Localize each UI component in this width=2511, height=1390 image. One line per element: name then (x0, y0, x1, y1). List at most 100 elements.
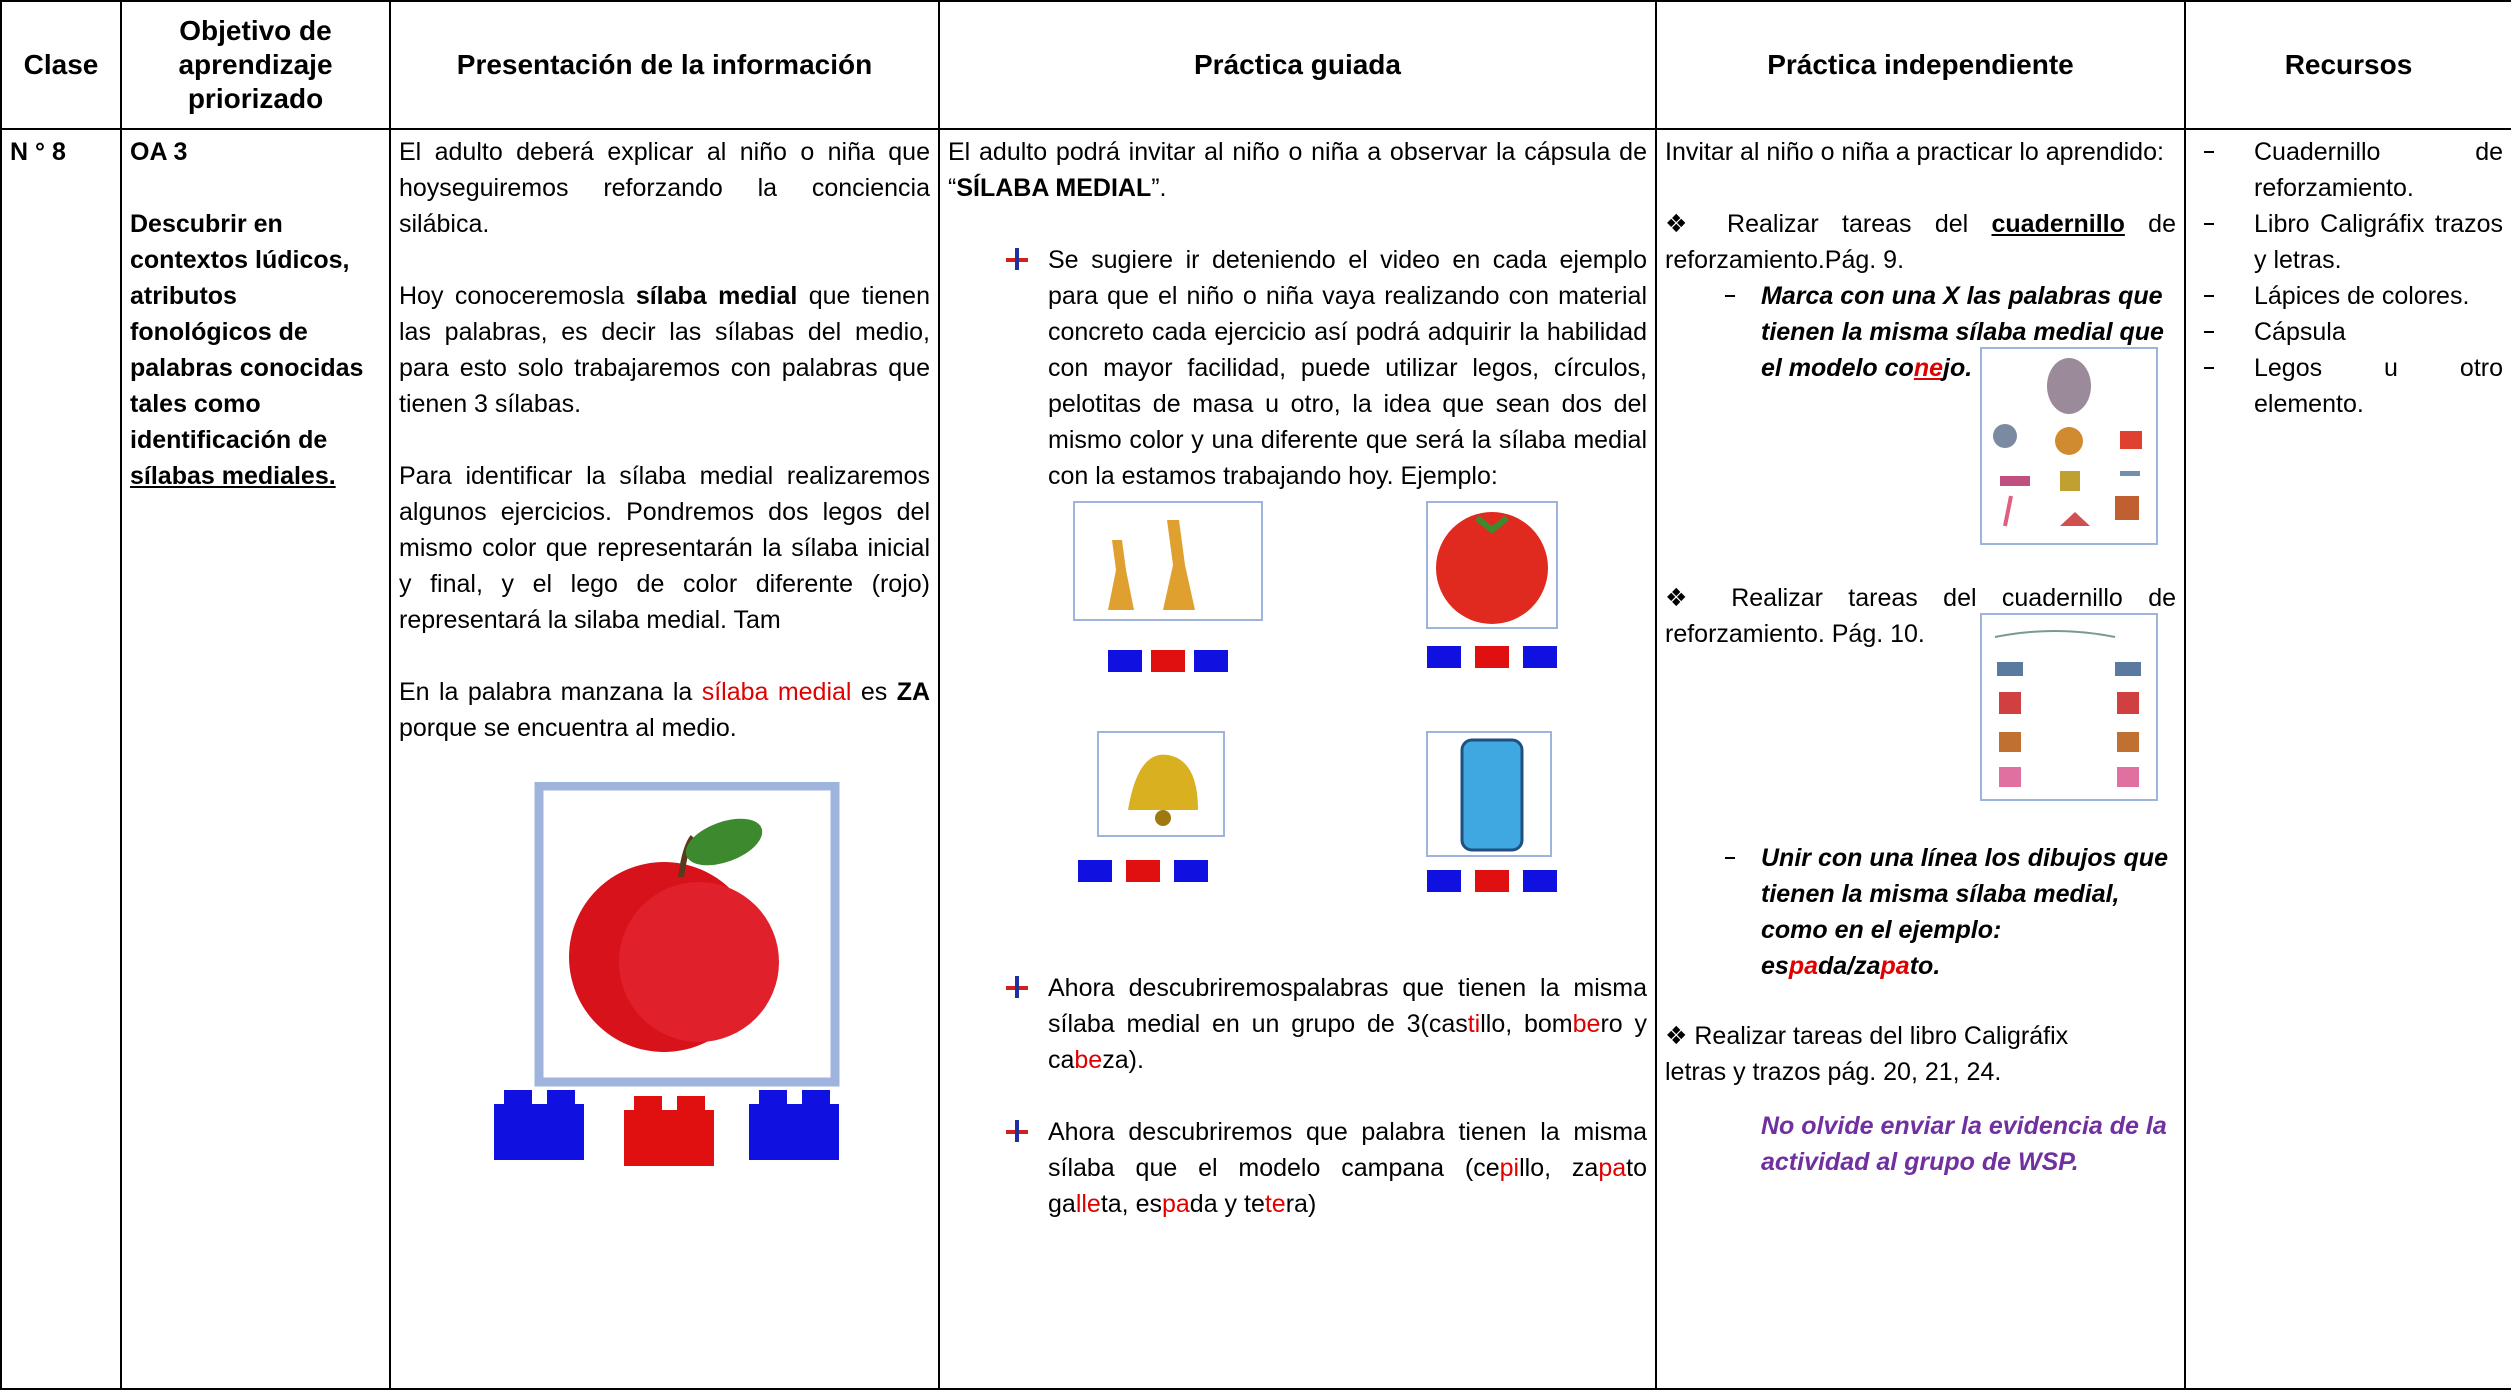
text-run: da y te (1189, 1190, 1265, 1218)
text-run: llo, bom (1480, 1010, 1573, 1038)
paragraph: Para identificar la sílaba medial realiz… (399, 458, 930, 638)
text-run: Hoy conoceremosla (399, 282, 636, 310)
text-run: pa (1161, 1190, 1190, 1218)
paragraph: Invitar al niño o niña a practicar lo ap… (1665, 134, 2176, 170)
bullet-item: Se sugiere ir deteniendo el video en cad… (948, 242, 1647, 494)
text-run: da/za (1818, 952, 1881, 980)
text-run: to ga (1048, 1154, 1647, 1218)
header-cell: Clase (0, 0, 122, 130)
objective-text: Descubrir en contextos lúdicos, atributo… (130, 206, 381, 494)
text-run: SÍLABA MEDIAL (956, 174, 1152, 202)
phone-image (1426, 731, 1558, 892)
header-cell: Objetivo de aprendizaje priorizado (120, 0, 391, 130)
text-run: OA 3 (130, 138, 188, 166)
text-run: ti (1467, 1010, 1481, 1038)
text-run: ro y ca (1048, 1010, 1647, 1074)
text-run: ❖ Realizar tareas del cuadernillo de ref… (1665, 584, 2176, 648)
text-run: ❖ Realizar tareas del (1665, 210, 1992, 238)
text-run: jo. (1943, 354, 1973, 382)
text-run: Cápsula (2254, 318, 2346, 346)
bullet-marker (1006, 1120, 1028, 1142)
body-row: N ° 8 OA 3 Descubrir en contextos lúdico… (0, 128, 2511, 1390)
giraffe-image (1072, 501, 1263, 672)
text-run: de reforzamiento.Pág. 9. (1665, 210, 2176, 274)
objective-code: OA 3 (130, 134, 381, 170)
example-images (1008, 500, 1647, 910)
tomato-image (1426, 501, 1559, 668)
text-run: Para identificar la sílaba medial realiz… (399, 462, 930, 634)
header-cell: Práctica independiente (1655, 0, 2186, 130)
guided-practice-cell: El adulto podrá invitar al niño o niña a… (938, 128, 1657, 1390)
worksheet-image-2 (1980, 613, 2158, 801)
text-run: Libro Caligráfix trazos y letras. (2254, 210, 2503, 274)
paragraph: ❖ Realizar tareas del cuadernillo de ref… (1665, 206, 2176, 278)
paragraph: Hoy conoceremosla sílaba medial que tien… (399, 278, 930, 422)
resource-item: Libro Caligráfix trazos y letras. (2194, 206, 2503, 278)
text-run: be (1074, 1046, 1103, 1074)
text-run: sílabas mediales. (130, 462, 336, 490)
text-run: lle (1075, 1190, 1101, 1218)
resource-item: Cápsula (2194, 314, 2503, 350)
text-run: pi (1499, 1154, 1520, 1182)
text-run: ra) (1285, 1190, 1317, 1218)
presentation-cell: El adulto deberá explicar al niño o niña… (389, 128, 940, 1390)
objective-cell: OA 3 Descubrir en contextos lúdicos, atr… (120, 128, 391, 1390)
text-run: sílaba medial (701, 678, 852, 706)
text-run: Cuadernillo de reforzamiento. (2254, 138, 2503, 202)
resource-list: Cuadernillo de reforzamiento. Libro Cali… (2194, 134, 2503, 422)
text-run: sílaba medial (635, 282, 798, 310)
paragraph: El adulto deberá explicar al niño o niña… (399, 134, 930, 242)
apple-illustration (494, 781, 840, 1166)
text-run: to. (1909, 952, 1941, 980)
text-run: llo, za (1519, 1154, 1599, 1182)
bullet-marker (1006, 248, 1028, 270)
dash-item: Marca con una X las palabras que tienen … (1665, 278, 2176, 386)
text-run: es (851, 678, 897, 706)
paragraph: El adulto podrá invitar al niño o niña a… (948, 134, 1647, 206)
text-run: Legos u otro elemento. (2254, 354, 2503, 418)
header-row: Clase Objetivo de aprendizaje priorizado… (0, 0, 2511, 130)
text-run: Ahora descubriremos que palabra tienen l… (1048, 1118, 1647, 1182)
bullet-marker (1006, 976, 1028, 998)
dash-item: Unir con una línea los dibujos que tiene… (1665, 840, 2176, 984)
text-run: ZA (896, 678, 931, 706)
header-cell: Práctica guiada (938, 0, 1657, 130)
bullet-item: Ahora descubriremospalabras que tienen l… (948, 970, 1647, 1078)
paragraph: ❖ Realizar tareas del cuadernillo de ref… (1665, 580, 2176, 652)
class-number: N ° 8 (10, 138, 66, 166)
text-run: El adulto podrá invitar al niño o niña a… (948, 138, 1647, 202)
text-run: Unir con una línea los dibujos que tiene… (1761, 844, 2168, 980)
bell-image (1077, 731, 1225, 882)
text-run: pa (1880, 952, 1910, 980)
text-run: ta, es (1100, 1190, 1162, 1218)
independent-practice-cell: Invitar al niño o niña a practicar lo ap… (1655, 128, 2186, 1390)
paragraph: ❖ Realizar tareas del libro Caligráfix l… (1665, 1018, 2176, 1090)
text-run: Ahora descubriremospalabras que tienen l… (1048, 974, 1647, 1038)
text-run: porque se encuentra al medio. (399, 714, 737, 742)
text-run: za). (1102, 1046, 1144, 1074)
text-run: No olvide enviar la evidencia de la acti… (1761, 1112, 2167, 1176)
text-run: Lápices de colores. (2254, 282, 2470, 310)
text-run: El adulto deberá explicar al niño o niña… (399, 138, 930, 238)
text-run: pa (1598, 1154, 1627, 1182)
text-run: Se sugiere ir deteniendo el video en cad… (1048, 246, 1647, 490)
text-run: que tienen las palabras, es decir las sí… (399, 282, 930, 418)
text-run: pa (1788, 952, 1818, 980)
resources-cell: Cuadernillo de reforzamiento. Libro Cali… (2184, 128, 2511, 1390)
text-run: ne (1913, 354, 1943, 382)
resource-item: Lápices de colores. (2194, 278, 2503, 314)
resource-item: Cuadernillo de reforzamiento. (2194, 134, 2503, 206)
class-cell: N ° 8 (0, 128, 122, 1390)
text-run: ”. (1151, 174, 1167, 202)
header-cell: Presentación de la información (389, 0, 940, 130)
text-run: ❖ Realizar tareas del libro Caligráfix l… (1665, 1022, 2069, 1086)
paragraph: En la palabra manzana la sílaba medial e… (399, 674, 930, 746)
text-run: Invitar al niño o niña a practicar lo ap… (1665, 138, 2164, 166)
header-cell: Recursos (2184, 0, 2511, 130)
text-run: be (1572, 1010, 1601, 1038)
text-run: te (1264, 1190, 1286, 1218)
text-run: cuadernillo (1991, 210, 2125, 238)
bullet-item: Ahora descubriremos que palabra tienen l… (948, 1114, 1647, 1222)
